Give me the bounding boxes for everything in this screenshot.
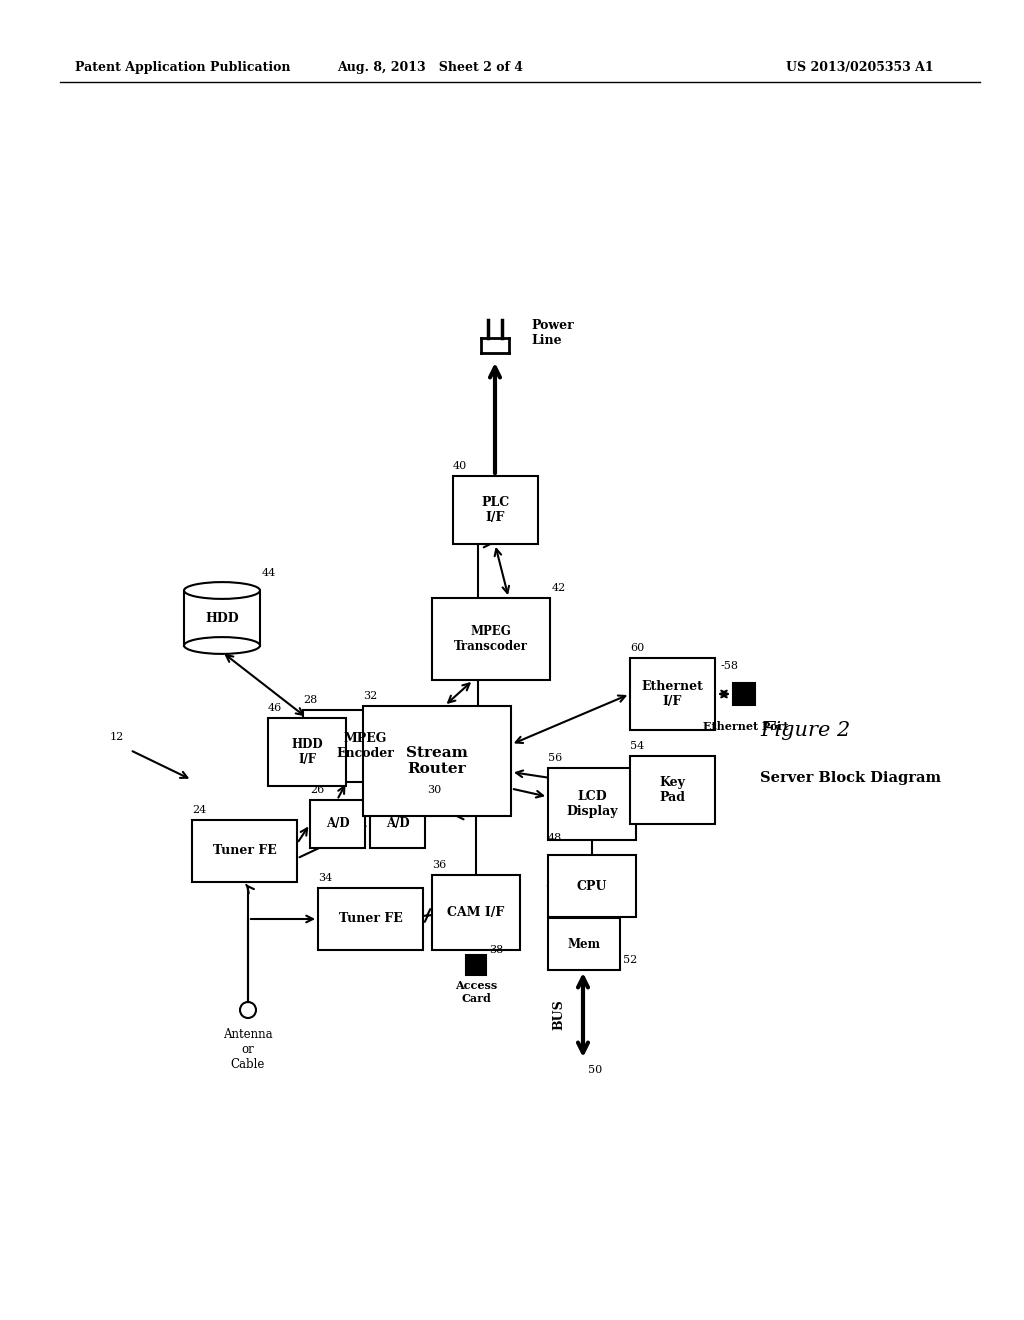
Text: LCD
Display: LCD Display [566,789,617,818]
Text: 38: 38 [489,945,503,954]
Text: Aug. 8, 2013   Sheet 2 of 4: Aug. 8, 2013 Sheet 2 of 4 [337,62,523,74]
Bar [268,718,346,785]
Text: 32: 32 [362,690,377,701]
Bar [303,710,428,781]
Bar [733,682,755,705]
Text: 50: 50 [588,1065,602,1074]
Text: 44: 44 [262,569,276,578]
Bar [630,657,715,730]
Bar [466,954,486,975]
Text: 24: 24 [193,805,206,814]
Bar [318,888,423,950]
Bar [362,706,511,816]
Text: 46: 46 [268,704,283,713]
Bar [453,477,538,544]
Text: PLC
I/F: PLC I/F [481,496,510,524]
Text: Antenna
or
Cable: Antenna or Cable [223,1028,272,1071]
Text: Ethernet
I/F: Ethernet I/F [642,680,703,708]
Bar [548,917,620,970]
Bar [432,598,550,680]
Text: Figure 2: Figure 2 [760,721,850,739]
Text: A/D: A/D [386,817,410,830]
Text: 26: 26 [310,785,325,795]
Bar [548,768,636,840]
Bar [548,855,636,917]
Text: Ethernet Port: Ethernet Port [703,721,788,733]
Bar [370,800,425,847]
Text: Key
Pad: Key Pad [659,776,685,804]
Text: 60: 60 [630,643,644,653]
Text: HDD
I/F: HDD I/F [291,738,323,766]
Text: 12: 12 [110,733,124,742]
Text: Access
Card: Access Card [455,979,497,1003]
Text: CPU: CPU [577,879,607,892]
Text: Tuner FE: Tuner FE [213,845,276,858]
Text: MPEG
Transcoder: MPEG Transcoder [454,624,528,653]
Bar [432,875,520,950]
Ellipse shape [184,638,260,653]
Text: BUS: BUS [552,999,565,1031]
Text: 40: 40 [453,461,467,471]
Text: 30: 30 [427,785,441,795]
Ellipse shape [184,582,260,599]
Text: CAM I/F: CAM I/F [447,906,505,919]
Text: Stream
Router: Stream Router [407,746,468,776]
Text: Power
Line: Power Line [531,319,573,347]
Text: 34: 34 [318,873,332,883]
Text: 42: 42 [552,583,566,593]
Bar [310,800,365,847]
Bar [193,820,297,882]
Text: Patent Application Publication: Patent Application Publication [75,62,291,74]
Text: Tuner FE: Tuner FE [339,912,402,925]
Text: 54: 54 [630,741,644,751]
Text: HDD: HDD [205,611,239,624]
Text: MPEG
Encoder: MPEG Encoder [337,733,394,760]
Bar [630,756,715,824]
Text: US 2013/0205353 A1: US 2013/0205353 A1 [786,62,934,74]
Text: Mem: Mem [567,937,600,950]
Text: -58: -58 [721,661,739,671]
Text: 48: 48 [548,833,562,843]
Text: A/D: A/D [326,817,349,830]
Text: 28: 28 [303,696,317,705]
Text: 52: 52 [623,954,637,965]
Text: 56: 56 [548,752,562,763]
Text: 36: 36 [432,861,446,870]
Text: Server Block Diagram: Server Block Diagram [760,771,941,785]
